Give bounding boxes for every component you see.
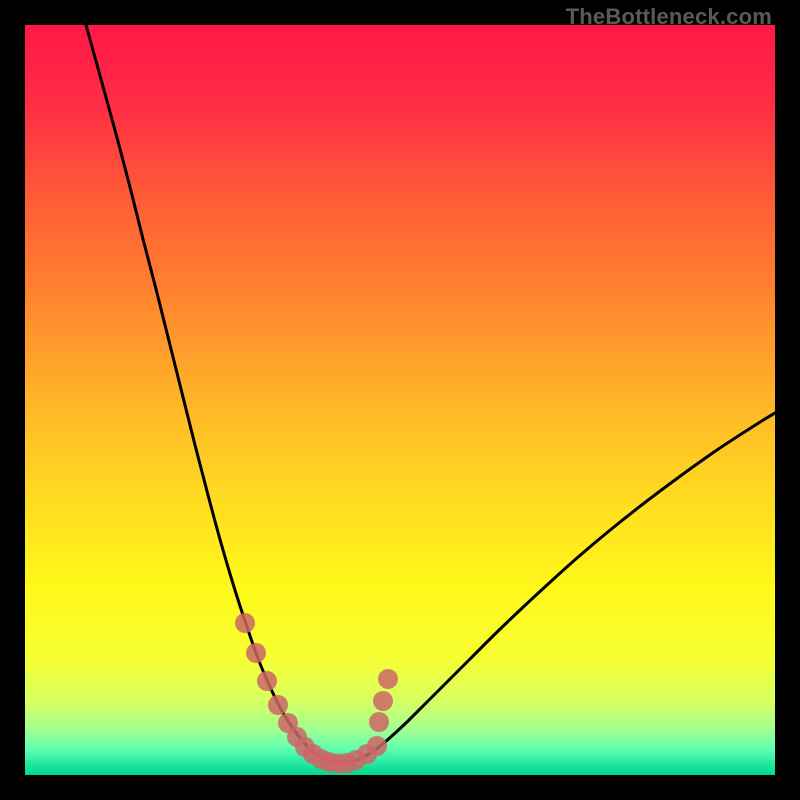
overlay-dot [268,695,288,715]
chart-container: TheBottleneck.com [0,0,800,800]
overlay-dot [373,691,393,711]
overlay-dot [367,736,387,756]
overlay-dot [257,671,277,691]
overlay-dots [235,613,398,774]
curve-left [86,25,335,762]
overlay-dot [378,669,398,689]
curve-right [349,413,775,762]
plot-area [25,25,775,775]
overlay-dot [369,712,389,732]
overlay-dot [235,613,255,633]
curve-layer [25,25,775,775]
watermark-text: TheBottleneck.com [566,4,772,30]
overlay-dot [246,643,266,663]
